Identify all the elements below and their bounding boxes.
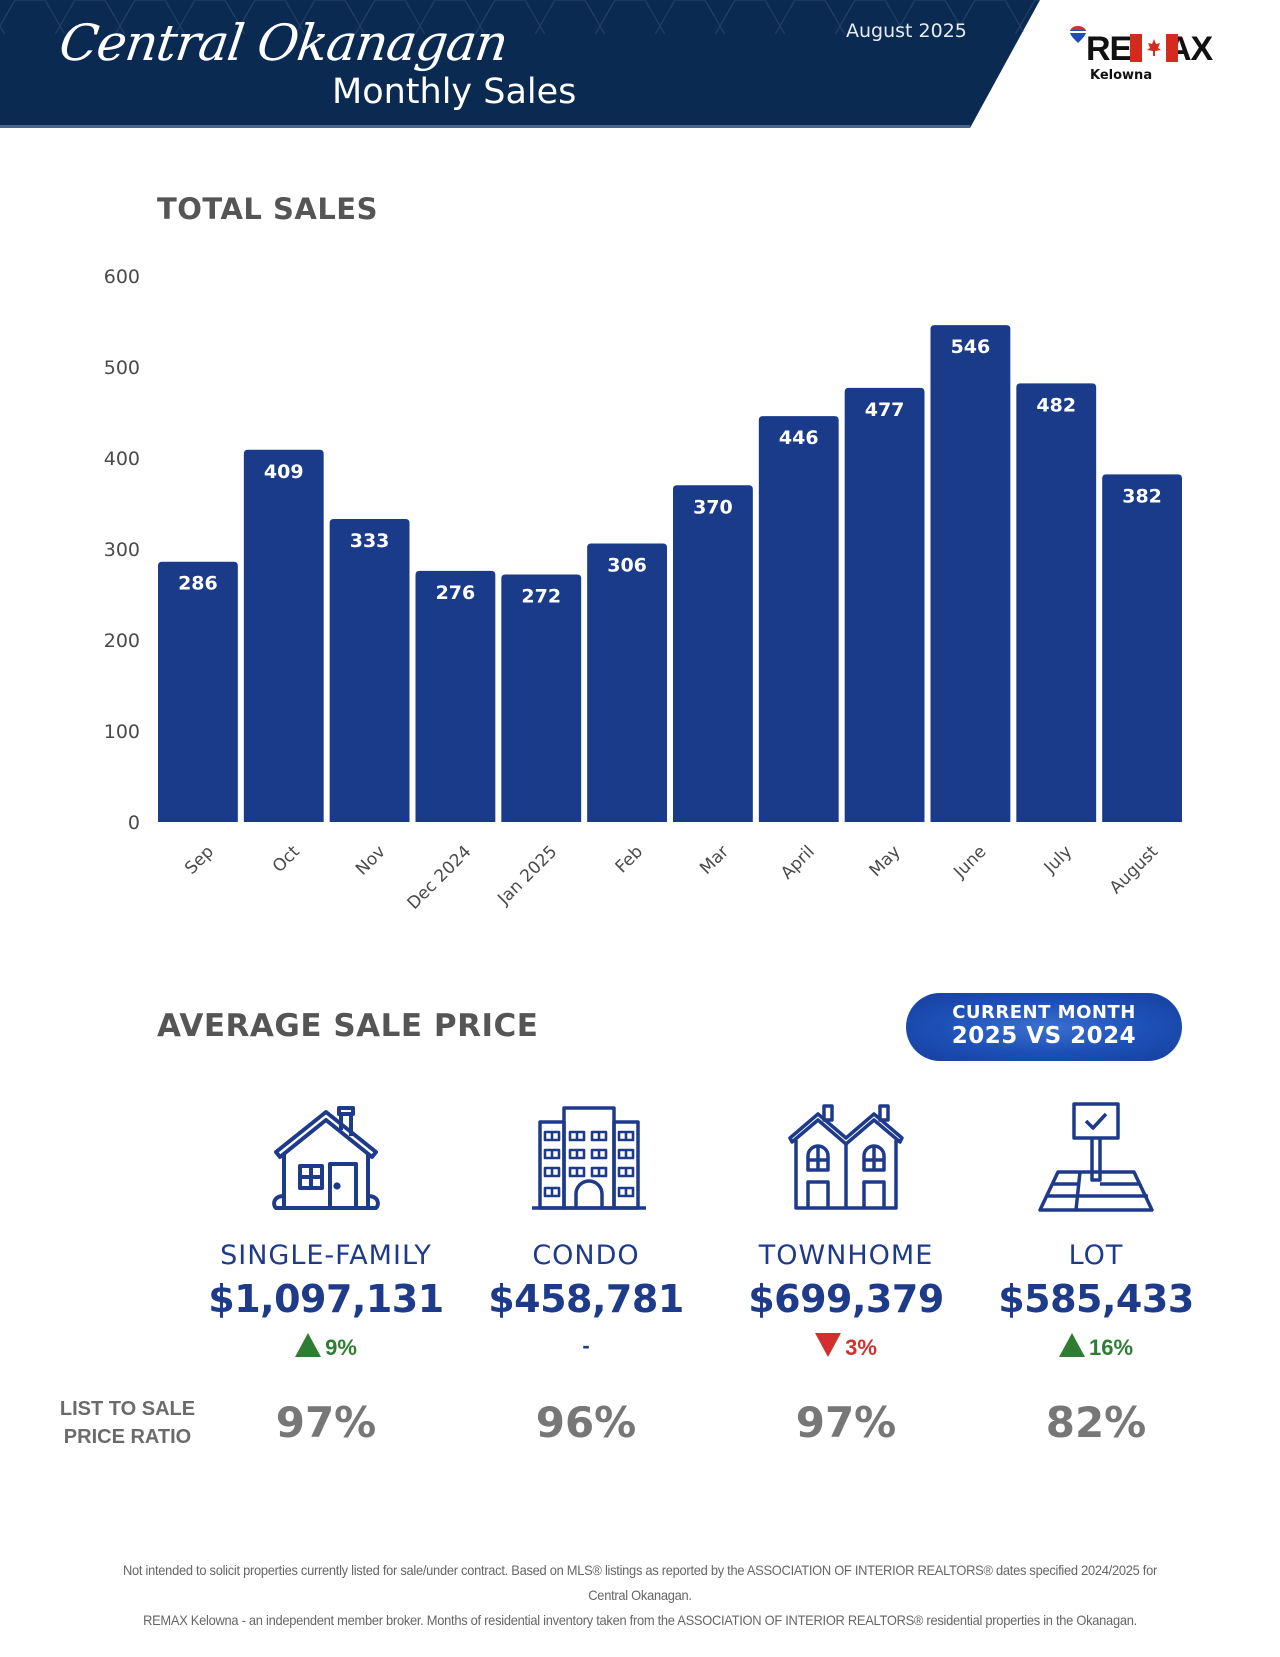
- bar-april: [758, 416, 839, 822]
- bar-jan-2025: [501, 574, 582, 822]
- bar-chart: 0 100 200 300 400 500 600 286 Sep 409 Oct 333 Nov 276…: [104, 266, 1182, 914]
- average-sale-price-title: AVERAGE SALE PRICE: [157, 1008, 539, 1044]
- y-tick-label: 500: [104, 357, 140, 379]
- comparison-badge: CURRENT MONTH 2025 VS 2024: [906, 993, 1182, 1061]
- property-type-label: LOT: [1068, 1240, 1124, 1271]
- canada-flag-icon: [1130, 34, 1178, 62]
- bar-may: [844, 387, 925, 822]
- bar-value-label: 482: [1036, 394, 1076, 416]
- x-tick-label: Nov: [352, 842, 390, 880]
- property-townhome: TOWNHOME $699,379 3%: [716, 1100, 976, 1361]
- x-tick-label: July: [1040, 842, 1076, 878]
- badge-line1: CURRENT MONTH: [952, 1002, 1136, 1023]
- bar-june: [930, 325, 1011, 822]
- average-price: $699,379: [748, 1277, 944, 1321]
- price-change: 3%: [716, 1333, 976, 1361]
- ratio-lot: 82%: [1045, 1398, 1147, 1447]
- x-tick-label: Feb: [612, 842, 647, 877]
- bar-value-label: 382: [1122, 485, 1162, 507]
- x-tick-label: Jan 2025: [493, 842, 561, 910]
- y-tick-label: 100: [104, 721, 140, 743]
- lot-sign-icon: [1038, 1102, 1154, 1212]
- page-title: Monthly Sales: [332, 72, 577, 112]
- ratio-label-line1: LIST TO SALE: [59, 1398, 196, 1420]
- bar-value-label: 272: [521, 585, 561, 607]
- x-tick-label: August: [1106, 842, 1162, 898]
- house-icon: [272, 1106, 380, 1210]
- bar-july: [1016, 383, 1097, 822]
- change-value: 16%: [1088, 1335, 1134, 1360]
- change-value: 3%: [845, 1335, 877, 1360]
- change-value: -: [582, 1333, 590, 1358]
- script-title: Central Okanagan: [55, 14, 511, 72]
- disclaimer-line1: Not intended to solicit properties curre…: [123, 1562, 1157, 1603]
- y-tick-label: 0: [128, 812, 140, 834]
- ratio-condo: 96%: [535, 1398, 637, 1447]
- bar-value-label: 286: [178, 573, 218, 595]
- average-price: $1,097,131: [208, 1277, 444, 1321]
- condo-building-icon: [532, 1106, 646, 1210]
- total-sales-title: TOTAL SALES: [157, 192, 378, 226]
- bar-value-label: 546: [951, 336, 991, 358]
- y-tick-label: 600: [104, 266, 140, 288]
- property-condo: CONDO $458,781 -: [456, 1100, 716, 1361]
- ratio-single-family: 97%: [275, 1398, 377, 1447]
- bar-value-label: 276: [436, 582, 476, 604]
- bar-mar: [673, 485, 753, 822]
- bar-feb: [587, 543, 667, 822]
- arrow-up-icon: [1058, 1333, 1085, 1357]
- y-tick-label: 300: [104, 539, 140, 561]
- arrow-down-icon: [815, 1333, 842, 1357]
- average-price: $458,781: [488, 1277, 684, 1321]
- price-change: -: [456, 1333, 716, 1361]
- y-tick-label: 200: [104, 630, 140, 652]
- header-banner: Central Okanagan Monthly Sales August 20…: [0, 0, 1280, 128]
- price-change: 9%: [196, 1333, 456, 1361]
- arrow-up-icon: [295, 1333, 322, 1357]
- bar-oct: [243, 449, 324, 822]
- x-tick-label: Mar: [696, 842, 733, 879]
- change-value: 9%: [325, 1335, 357, 1360]
- y-tick-label: 400: [104, 448, 140, 470]
- bar-august: [1102, 474, 1182, 822]
- property-type-label: TOWNHOME: [758, 1240, 934, 1271]
- report-date: August 2025: [846, 20, 967, 42]
- x-tick-label: June: [949, 842, 990, 883]
- property-lot: LOT $585,433 16%: [966, 1100, 1226, 1361]
- x-tick-label: May: [866, 842, 905, 881]
- list-to-sale-ratio-label: LIST TO SALE PRICE RATIO: [40, 1395, 215, 1451]
- disclaimer-line2: REMAX Kelowna - an independent member br…: [143, 1612, 1137, 1628]
- x-tick-label: Sep: [181, 842, 218, 879]
- disclaimer-footer: Not intended to solicit properties curre…: [106, 1558, 1173, 1633]
- bar-nov: [329, 518, 410, 822]
- header-background: [0, 0, 1040, 128]
- property-type-label: SINGLE-FAMILY: [220, 1240, 432, 1271]
- bar-value-label: 409: [264, 461, 304, 483]
- x-tick-label: April: [777, 842, 819, 884]
- bar-sep: [158, 561, 238, 822]
- townhome-icon: [788, 1104, 904, 1210]
- badge-line2: 2025 VS 2024: [951, 1023, 1137, 1049]
- bar-value-label: 446: [779, 427, 819, 449]
- property-single-family: SINGLE-FAMILY $1,097,131 9%: [196, 1100, 456, 1361]
- x-tick-label: Dec 2024: [404, 842, 476, 914]
- balloon-icon: [1070, 26, 1086, 43]
- price-change: 16%: [966, 1333, 1226, 1361]
- property-type-label: CONDO: [532, 1240, 640, 1271]
- x-tick-label: Oct: [269, 842, 304, 877]
- bar-value-label: 333: [350, 530, 390, 552]
- bar-dec-2024: [415, 570, 496, 822]
- ratio-label-line2: PRICE RATIO: [63, 1426, 192, 1448]
- remax-logo: RE/MAX Kelowna: [1070, 26, 1260, 86]
- bar-value-label: 370: [693, 496, 733, 518]
- brand-subtitle: Kelowna: [1090, 68, 1153, 83]
- total-sales-chart: 0 100 200 300 400 500 600 286 Sep 409 Oct 333 Nov 276…: [0, 240, 1280, 940]
- ratio-townhome: 97%: [795, 1398, 897, 1447]
- bar-value-label: 477: [865, 399, 905, 421]
- average-price: $585,433: [998, 1277, 1194, 1321]
- bar-value-label: 306: [607, 555, 647, 577]
